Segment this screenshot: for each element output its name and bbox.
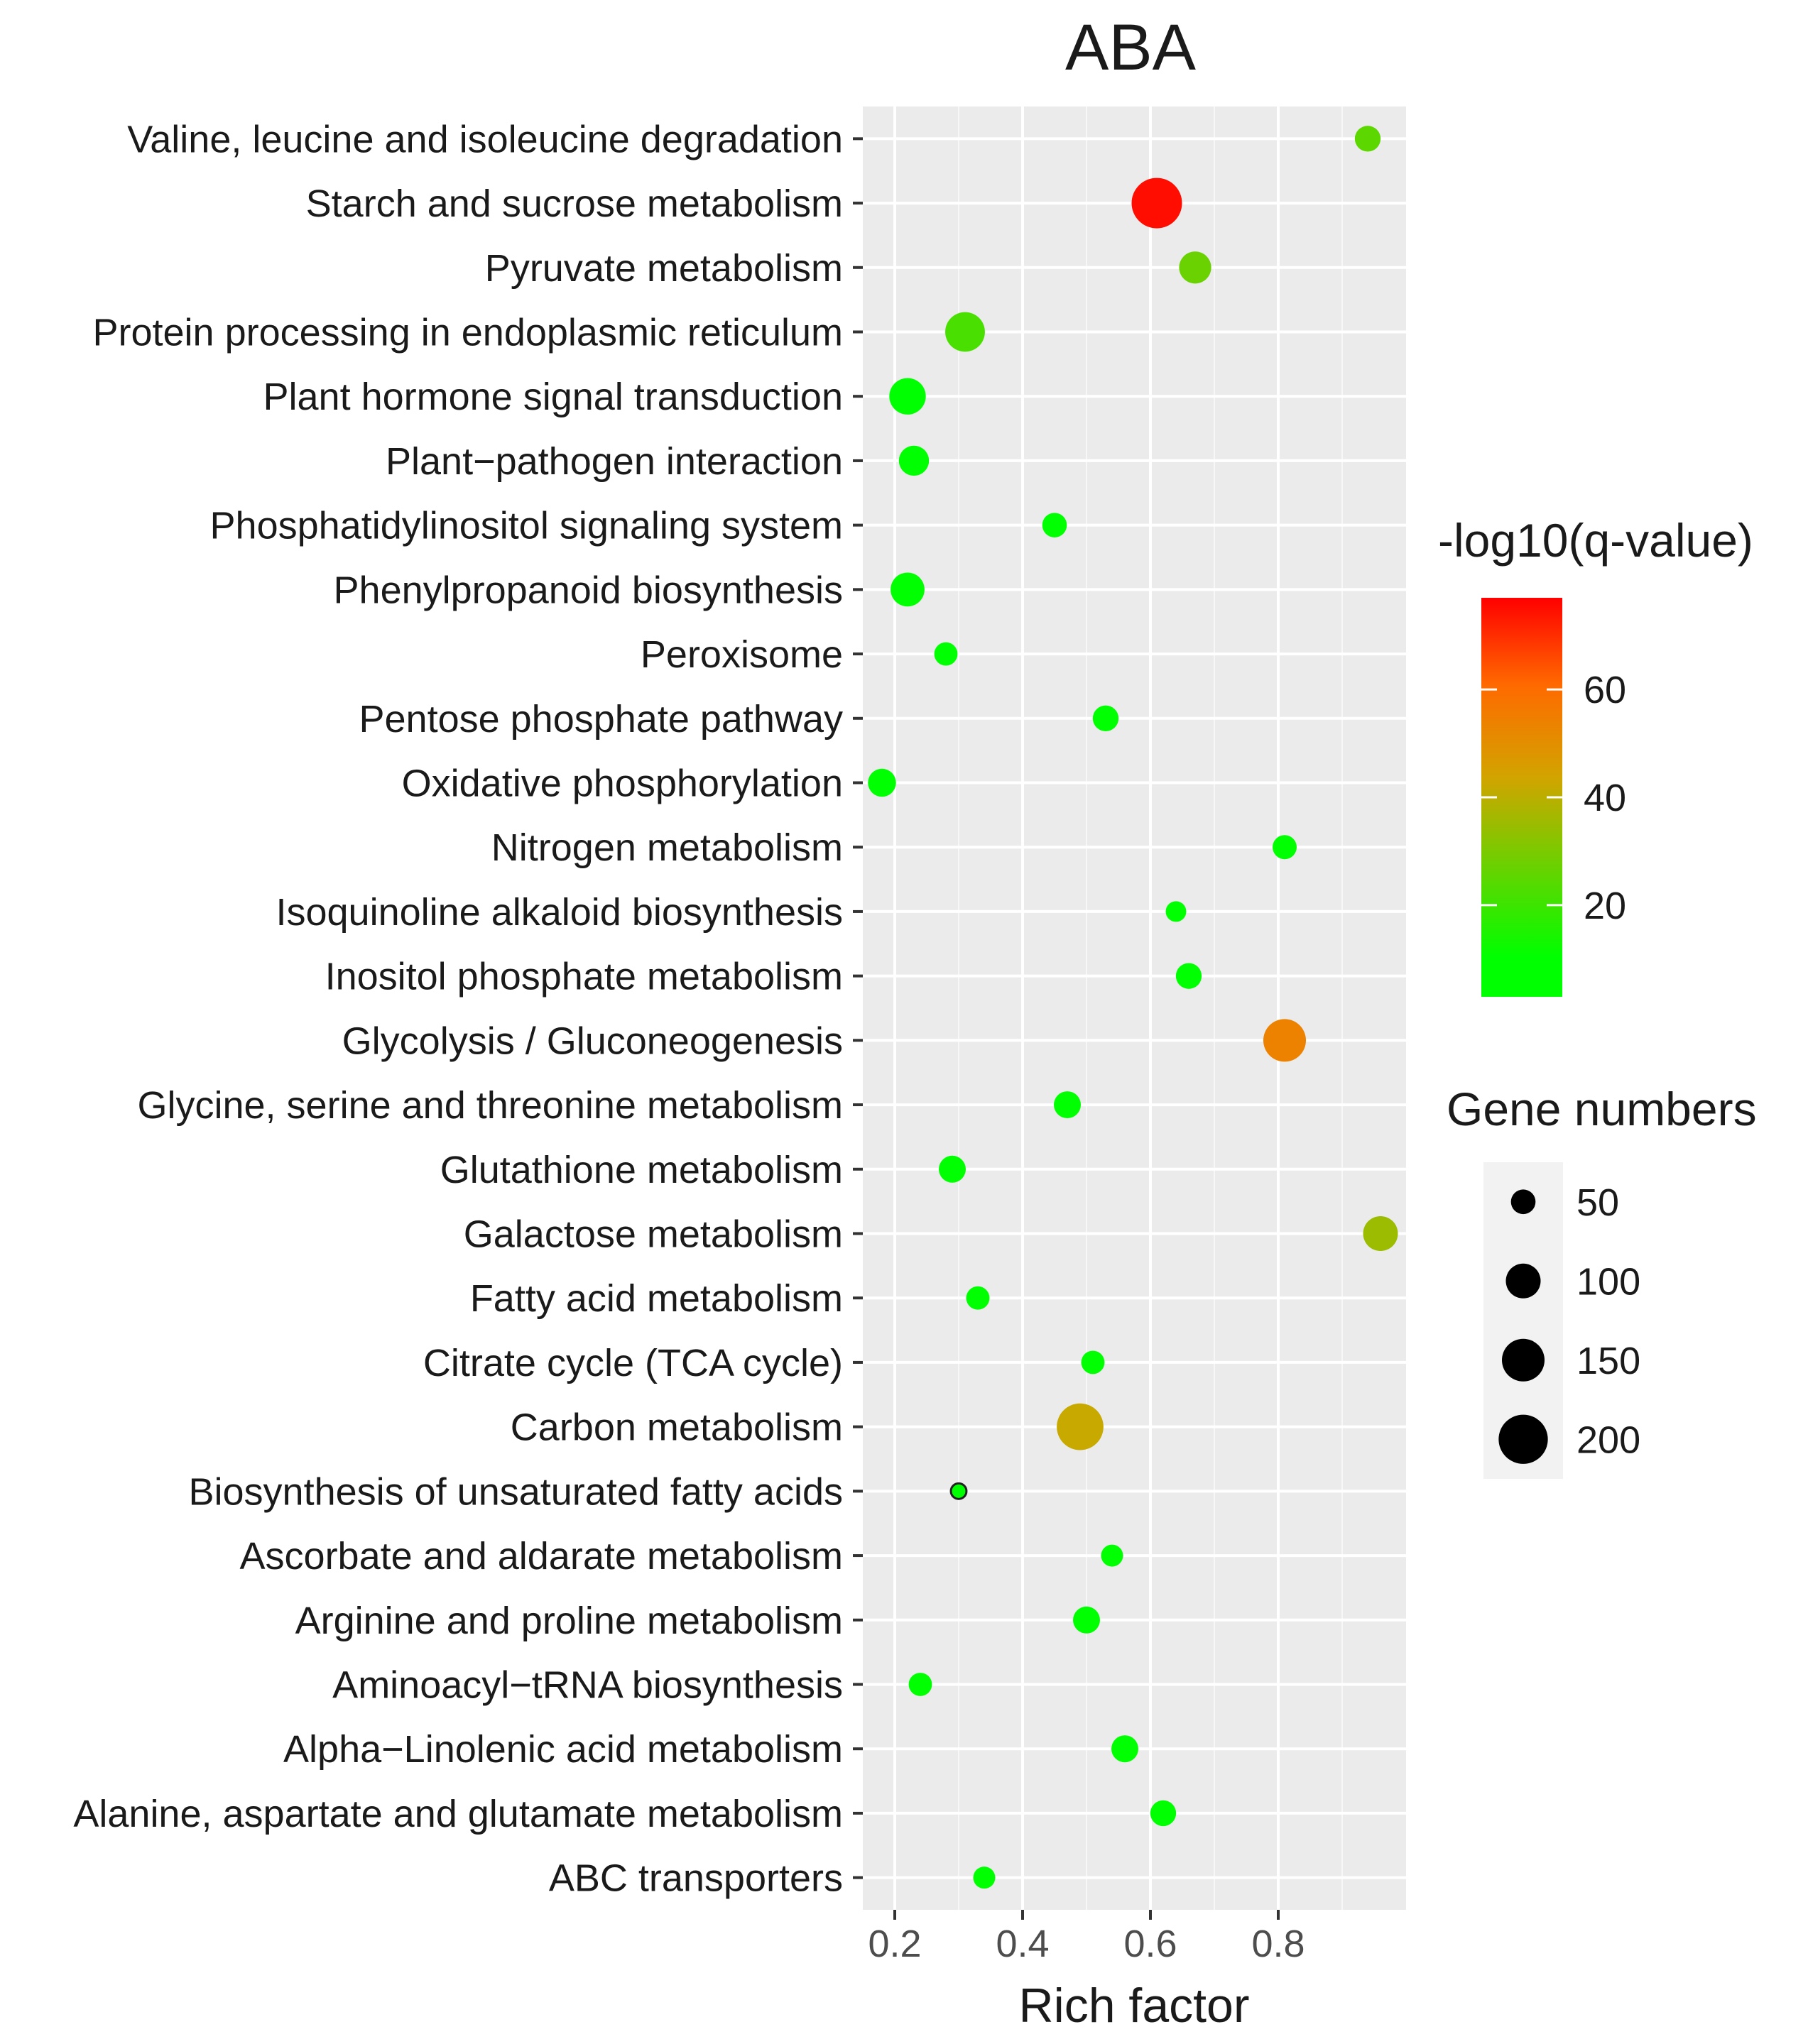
y-tick-label: Valine, leucine and isoleucine degradati… [127, 118, 843, 160]
y-tick-label: Plant hormone signal transduction [263, 376, 844, 418]
data-point [868, 768, 896, 797]
data-point [973, 1867, 996, 1889]
size-legend-label: 50 [1576, 1181, 1619, 1224]
y-tick-label: Glycine, serine and threonine metabolism [137, 1084, 843, 1127]
y-tick-label: Oxidative phosphorylation [402, 763, 843, 805]
data-point [1165, 901, 1187, 922]
data-point [1263, 1019, 1307, 1062]
color-legend-title: -log10(q-value) [1438, 514, 1753, 567]
y-tick-label: Ascorbate and aldarate metabolism [240, 1535, 843, 1578]
data-point [1111, 1735, 1138, 1763]
y-tick-label: Phenylpropanoid biosynthesis [334, 569, 843, 611]
size-legend-dot [1510, 1189, 1536, 1215]
color-legend-tick-label: 40 [1584, 777, 1626, 819]
size-legend-dot [1505, 1263, 1541, 1299]
data-points [868, 126, 1398, 1889]
y-tick-label: Galactose metabolism [464, 1213, 843, 1256]
color-legend-tick-label: 60 [1584, 669, 1626, 711]
data-point [908, 1673, 932, 1696]
data-point [1131, 177, 1182, 229]
data-point [1150, 1800, 1177, 1827]
data-point [898, 445, 930, 476]
size-legend-dot [1501, 1338, 1545, 1382]
y-tick-label: Biosynthesis of unsaturated fatty acids [188, 1470, 843, 1513]
data-point [1101, 1544, 1123, 1567]
y-tick-label: Fatty acid metabolism [470, 1277, 843, 1320]
size-legend-label: 100 [1576, 1260, 1640, 1303]
y-tick-label: Alanine, aspartate and glutamate metabol… [73, 1793, 843, 1835]
y-tick-label: Arginine and proline metabolism [295, 1600, 843, 1642]
size-legend-label: 150 [1576, 1340, 1640, 1382]
data-point [1354, 126, 1381, 152]
data-point [934, 642, 958, 666]
y-tick-label: Aminoacyl−tRNA biosynthesis [332, 1664, 843, 1707]
x-tick-label: 0.6 [1123, 1923, 1177, 1965]
y-tick-label: Plant−pathogen interaction [386, 440, 843, 483]
data-point [1073, 1606, 1100, 1634]
x-tick-label: 0.2 [868, 1923, 921, 1965]
y-tick-label: ABC transporters [549, 1857, 843, 1900]
y-tick-label: Pyruvate metabolism [485, 247, 843, 290]
color-legend-ticks: 20 40 60 [1481, 669, 1626, 927]
y-tick-label: Phosphatidylinositol signaling system [210, 505, 843, 547]
plot-panel [863, 106, 1406, 1910]
data-point [966, 1286, 990, 1310]
y-axis-tick-labels: Valine, leucine and isoleucine degradati… [73, 118, 843, 1899]
y-tick-label: Starch and sucrose metabolism [306, 182, 843, 225]
y-tick-label: Glutathione metabolism [440, 1149, 843, 1191]
size-legend-dot [1498, 1414, 1548, 1464]
color-legend-tick-label: 20 [1584, 885, 1626, 927]
y-tick-label: Nitrogen metabolism [491, 826, 843, 869]
data-point [949, 1482, 968, 1500]
y-tick-label: Carbon metabolism [511, 1406, 843, 1449]
data-point [1081, 1350, 1105, 1374]
y-tick-label: Alpha−Linolenic acid metabolism [283, 1728, 843, 1771]
y-tick-label: Inositol phosphate metabolism [325, 956, 843, 998]
x-tick-label: 0.4 [996, 1923, 1049, 1965]
x-tick-label: 0.8 [1251, 1923, 1305, 1965]
y-tick-label: Pentose phosphate pathway [359, 698, 843, 740]
data-point [1054, 1091, 1081, 1119]
data-point [939, 1155, 966, 1183]
data-point [1273, 835, 1297, 860]
data-point [891, 572, 925, 607]
data-point [1363, 1216, 1398, 1251]
y-tick-label: Peroxisome [641, 633, 843, 676]
chart-title: ABA [1065, 11, 1197, 84]
size-legend-title: Gene numbers [1447, 1083, 1757, 1135]
data-point [1057, 1403, 1104, 1450]
data-point [945, 312, 985, 352]
data-point [889, 378, 926, 415]
size-legend-items: 50 100 150 200 [1498, 1181, 1640, 1464]
data-point [1042, 513, 1067, 537]
x-axis-label: Rich factor [1019, 1979, 1250, 2033]
data-point [1175, 963, 1202, 989]
y-axis-ticks [853, 137, 863, 1879]
x-axis-ticks: 0.2 0.4 0.6 0.8 [868, 1910, 1305, 1965]
size-legend-label: 200 [1576, 1419, 1640, 1461]
y-tick-label: Glycolysis / Gluconeogenesis [342, 1020, 843, 1062]
data-point [1092, 705, 1119, 731]
y-tick-label: Isoquinoline alkaloid biosynthesis [276, 891, 843, 934]
y-tick-label: Citrate cycle (TCA cycle) [423, 1342, 843, 1384]
data-point [1179, 251, 1211, 284]
y-tick-label: Protein processing in endoplasmic reticu… [92, 312, 843, 354]
